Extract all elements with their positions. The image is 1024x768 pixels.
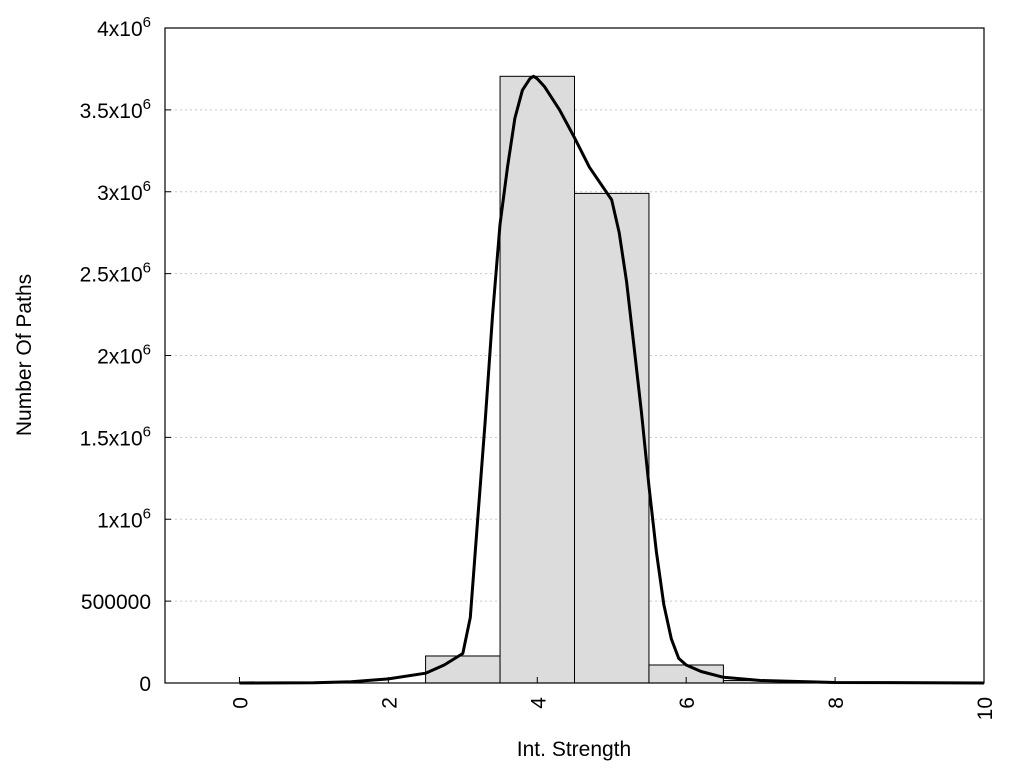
x-tick-label: 4 [527,697,550,709]
y-axis-title: Number Of Paths [13,274,36,436]
x-axis-ticks: 0 2 4 6 8 10 [229,677,997,720]
y-tick-label: 3.5x106 [80,96,151,123]
fit-curve [239,74,985,685]
y-tick-label: 1.5x106 [80,423,151,450]
y-tick-label: 2.5x106 [80,260,151,287]
y-tick-label: 2x106 [97,342,151,369]
x-axis-title: Int. Strength [517,738,631,761]
x-tick-label: 6 [676,697,699,709]
y-tick-label: 500000 [81,591,151,614]
y-tick-label: 3x106 [97,178,151,205]
x-tick-label: 10 [974,697,997,720]
histogram-bar [499,75,575,684]
y-axis-ticks: 0 500000 1x106 1.5x106 2x106 2.5x106 3x106 3.5x… [80,14,171,696]
histogram-bars [425,75,799,684]
x-tick-label: 2 [378,697,401,709]
histogram-bar [574,192,650,684]
histogram-bar [425,655,501,684]
y-tick-label: 4x106 [97,14,151,41]
x-tick-label: 0 [229,697,252,709]
x-tick-label: 8 [825,697,848,709]
y-tick-label: 1x106 [97,505,151,532]
y-tick-label: 0 [139,673,151,696]
grid-lines [165,109,984,602]
